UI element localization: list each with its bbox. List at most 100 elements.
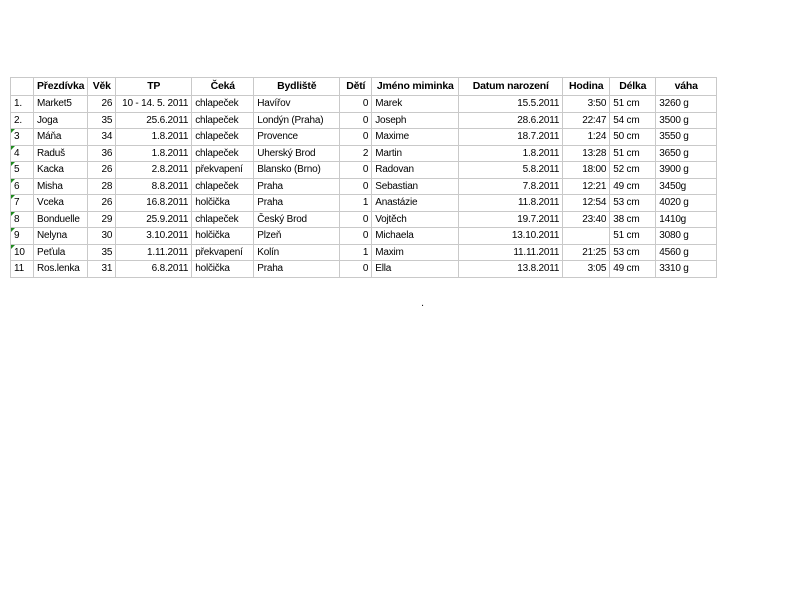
cell-bydliste[interactable]: Provence (253, 128, 341, 146)
cell-tp[interactable]: 25.9.2011 (115, 210, 193, 228)
cell-vek[interactable]: 28 (87, 177, 117, 195)
cell-hodina[interactable]: 1:24 (562, 128, 611, 146)
cell-prezdivka[interactable]: Peťula (32, 243, 89, 261)
cell-prezdivka[interactable]: Misha (32, 177, 89, 195)
header-bydliste[interactable]: Bydliště (253, 77, 341, 96)
cell-datum[interactable]: 13.8.2011 (458, 260, 564, 278)
cell-vek[interactable]: 36 (87, 144, 117, 162)
cell-bydliste[interactable]: Plzeň (253, 227, 341, 245)
cell-vek[interactable]: 26 (87, 95, 117, 113)
cell-delka[interactable]: 51 cm (609, 144, 657, 162)
cell-datum[interactable]: 5.8.2011 (458, 161, 564, 179)
cell-delka[interactable]: 53 cm (609, 194, 657, 212)
cell-delka[interactable]: 50 cm (609, 128, 657, 146)
cell-rownum[interactable]: 9 (10, 227, 34, 245)
header-prezdivka[interactable]: Přezdívka (32, 77, 89, 96)
cell-jmeno[interactable]: Maxim (371, 243, 460, 261)
cell-ceka[interactable]: chlapeček (191, 144, 255, 162)
cell-delka[interactable]: 51 cm (609, 95, 657, 113)
cell-tp[interactable]: 1.8.2011 (115, 144, 193, 162)
cell-tp[interactable]: 1.11.2011 (115, 243, 193, 261)
cell-vek[interactable]: 29 (87, 210, 117, 228)
cell-deti[interactable]: 1 (339, 243, 373, 261)
cell-vaha[interactable]: 1410g (655, 210, 718, 228)
header-jmeno[interactable]: Jméno miminka (371, 77, 460, 96)
cell-vek[interactable]: 26 (87, 194, 117, 212)
cell-ceka[interactable]: překvapení (191, 243, 255, 261)
cell-deti[interactable]: 1 (339, 194, 373, 212)
cell-deti[interactable]: 0 (339, 260, 373, 278)
cell-rownum[interactable]: 6 (10, 177, 34, 195)
cell-ceka[interactable]: chlapeček (191, 128, 255, 146)
cell-deti[interactable]: 0 (339, 95, 373, 113)
cell-jmeno[interactable]: Anastázie (371, 194, 460, 212)
cell-prezdivka[interactable]: Vceka (32, 194, 89, 212)
cell-hodina[interactable]: 3:50 (562, 95, 611, 113)
cell-datum[interactable]: 15.5.2011 (458, 95, 564, 113)
cell-prezdivka[interactable]: Kacka (32, 161, 89, 179)
cell-bydliste[interactable]: Praha (253, 177, 341, 195)
cell-rownum[interactable]: 5 (10, 161, 34, 179)
cell-hodina[interactable]: 13:28 (562, 144, 611, 162)
cell-hodina[interactable]: 23:40 (562, 210, 611, 228)
header-ceka[interactable]: Čeká (191, 77, 255, 96)
cell-datum[interactable]: 11.11.2011 (458, 243, 564, 261)
cell-ceka[interactable]: holčička (191, 227, 255, 245)
cell-jmeno[interactable]: Vojtěch (371, 210, 460, 228)
cell-ceka[interactable]: chlapeček (191, 111, 255, 129)
cell-delka[interactable]: 53 cm (609, 243, 657, 261)
cell-datum[interactable]: 11.8.2011 (458, 194, 564, 212)
cell-deti[interactable]: 0 (339, 161, 373, 179)
cell-jmeno[interactable]: Joseph (371, 111, 460, 129)
cell-bydliste[interactable]: Praha (253, 260, 341, 278)
cell-vaha[interactable]: 3080 g (655, 227, 718, 245)
cell-delka[interactable]: 38 cm (609, 210, 657, 228)
cell-deti[interactable]: 2 (339, 144, 373, 162)
cell-rownum[interactable]: 4 (10, 144, 34, 162)
header-vaha[interactable]: váha (655, 77, 718, 96)
cell-datum[interactable]: 1.8.2011 (458, 144, 564, 162)
cell-vaha[interactable]: 3310 g (655, 260, 718, 278)
cell-tp[interactable]: 25.6.2011 (115, 111, 193, 129)
cell-jmeno[interactable]: Ella (371, 260, 460, 278)
cell-datum[interactable]: 13.10.2011 (458, 227, 564, 245)
header-datum[interactable]: Datum narození (458, 77, 564, 96)
cell-vaha[interactable]: 3650 g (655, 144, 718, 162)
cell-hodina[interactable]: 3:05 (562, 260, 611, 278)
cell-vaha[interactable]: 3900 g (655, 161, 718, 179)
cell-rownum[interactable]: 1. (10, 95, 34, 113)
cell-vaha[interactable]: 4020 g (655, 194, 718, 212)
cell-vaha[interactable]: 4560 g (655, 243, 718, 261)
cell-prezdivka[interactable]: Máňa (32, 128, 89, 146)
cell-bydliste[interactable]: Uherský Brod (253, 144, 341, 162)
cell-tp[interactable]: 16.8.2011 (115, 194, 193, 212)
cell-jmeno[interactable]: Sebastian (371, 177, 460, 195)
cell-vaha[interactable]: 3500 g (655, 111, 718, 129)
cell-jmeno[interactable]: Martin (371, 144, 460, 162)
header-deti[interactable]: Dětí (339, 77, 373, 96)
cell-rownum[interactable]: 8 (10, 210, 34, 228)
cell-vek[interactable]: 26 (87, 161, 117, 179)
cell-bydliste[interactable]: Český Brod (253, 210, 341, 228)
cell-delka[interactable]: 49 cm (609, 260, 657, 278)
cell-vek[interactable]: 35 (87, 243, 117, 261)
cell-tp[interactable]: 8.8.2011 (115, 177, 193, 195)
cell-prezdivka[interactable]: Ros.lenka (32, 260, 89, 278)
cell-prezdivka[interactable]: Bonduelle (32, 210, 89, 228)
header-delka[interactable]: Délka (609, 77, 657, 96)
cell-ceka[interactable]: překvapení (191, 161, 255, 179)
cell-prezdivka[interactable]: Nelyna (32, 227, 89, 245)
cell-tp[interactable]: 3.10.2011 (115, 227, 193, 245)
header-hodina[interactable]: Hodina (562, 77, 611, 96)
cell-ceka[interactable]: chlapeček (191, 95, 255, 113)
cell-ceka[interactable]: holčička (191, 194, 255, 212)
cell-ceka[interactable]: holčička (191, 260, 255, 278)
cell-datum[interactable]: 18.7.2011 (458, 128, 564, 146)
cell-ceka[interactable]: chlapeček (191, 177, 255, 195)
cell-bydliste[interactable]: Havířov (253, 95, 341, 113)
cell-datum[interactable]: 7.8.2011 (458, 177, 564, 195)
cell-deti[interactable]: 0 (339, 227, 373, 245)
cell-prezdivka[interactable]: Market5 (32, 95, 89, 113)
header-tp[interactable]: TP (115, 77, 193, 96)
cell-vek[interactable]: 30 (87, 227, 117, 245)
